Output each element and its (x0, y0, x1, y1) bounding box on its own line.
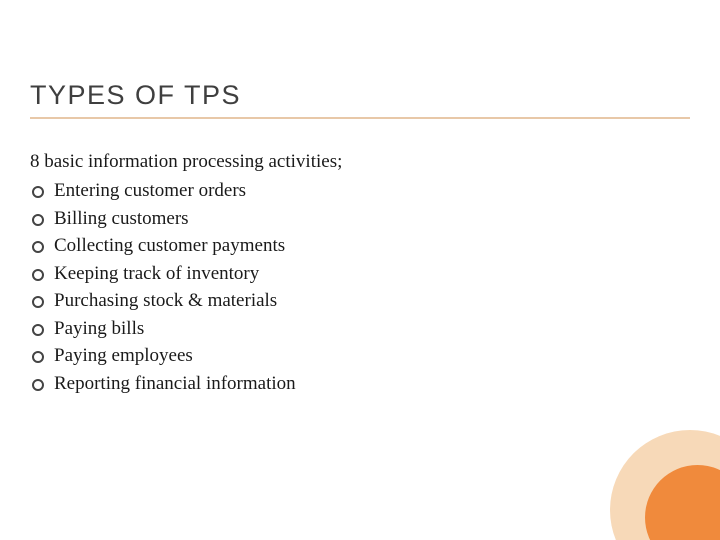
slide-title: TYPES OF TPS (30, 80, 690, 119)
slide-container: TYPES OF TPS 8 basic information process… (0, 0, 720, 540)
list-item: Billing customers (30, 205, 690, 233)
list-item: Keeping track of inventory (30, 260, 690, 288)
list-item: Purchasing stock & materials (30, 287, 690, 315)
list-item: Reporting financial information (30, 370, 690, 398)
intro-text: 8 basic information processing activitie… (30, 151, 690, 173)
list-item: Paying employees (30, 342, 690, 370)
list-item: Entering customer orders (30, 177, 690, 205)
item-list: Entering customer orders Billing custome… (30, 177, 690, 397)
list-item: Collecting customer payments (30, 232, 690, 260)
list-item: Paying bills (30, 315, 690, 343)
